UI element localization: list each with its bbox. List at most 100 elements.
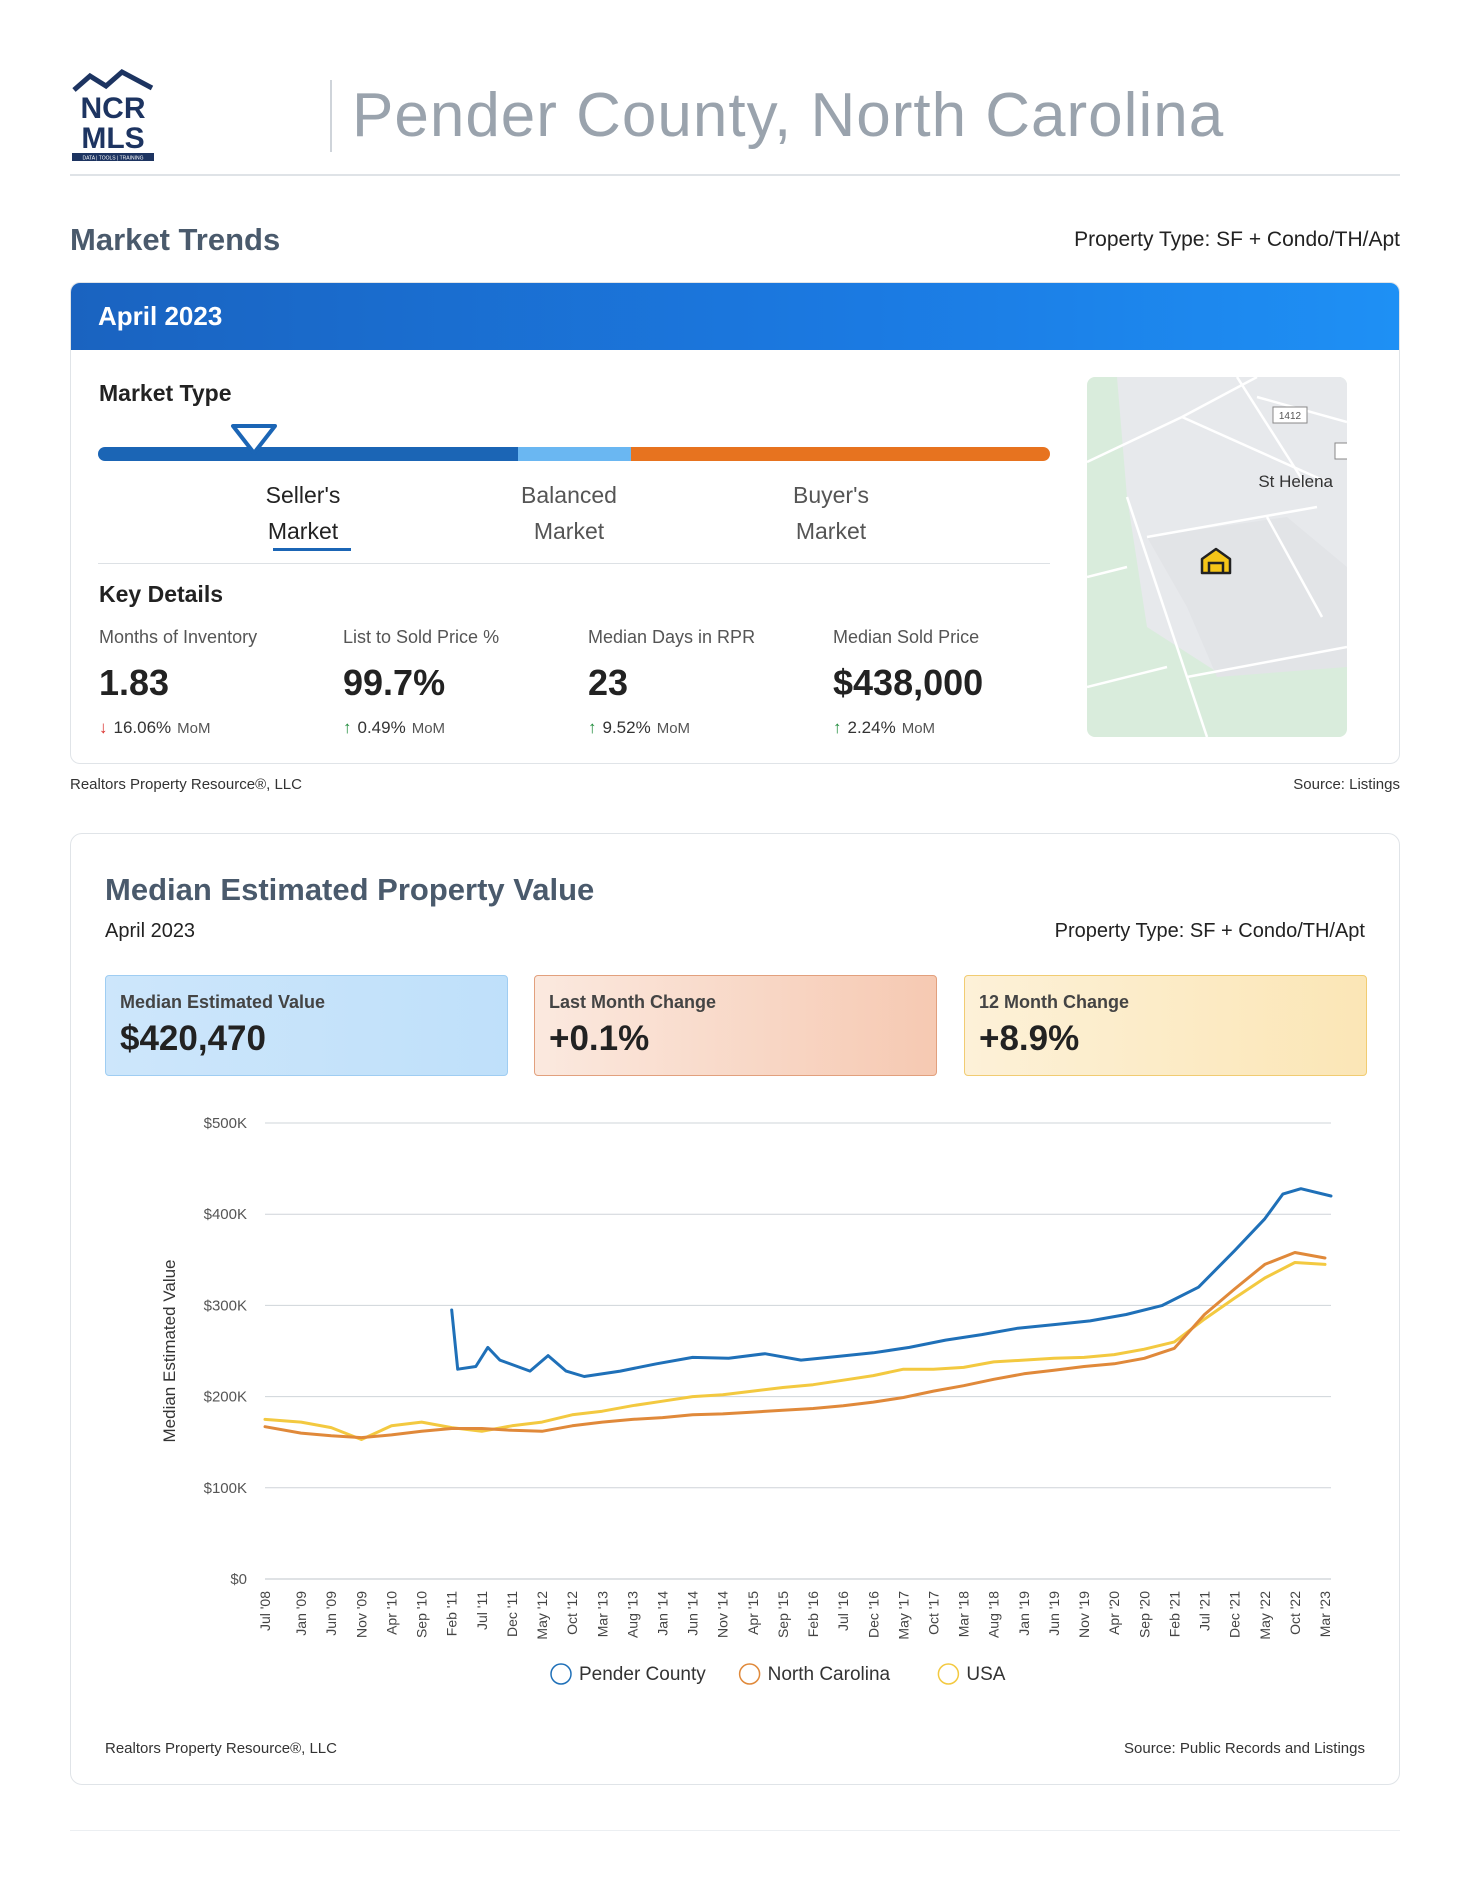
key-detail-months-inventory: Months of Inventory 1.83 ↓ 16.06% MoM xyxy=(99,627,339,738)
page-title: Pender County, North Carolina xyxy=(352,81,1225,150)
market-type-label: Market Type xyxy=(99,380,232,406)
y-tick-label: $400K xyxy=(204,1206,247,1223)
x-tick-label: Mar '23 xyxy=(1317,1591,1333,1637)
legend-marker xyxy=(937,1663,960,1685)
location-map: 1412 St Helena xyxy=(1087,377,1347,737)
key-detail-value: 1.83 xyxy=(99,662,170,703)
scale-label-buyers-line2: Market xyxy=(795,518,867,544)
median-value-property-type: Property Type: SF + Condo/TH/Apt xyxy=(1054,920,1365,942)
market-trends-footer-source: Source: Listings xyxy=(1293,776,1400,793)
key-detail-label: Median Sold Price xyxy=(833,627,980,647)
stat-label: Last Month Change xyxy=(549,992,716,1012)
x-tick-label: Sep '20 xyxy=(1136,1591,1152,1638)
x-tick-label: Apr '10 xyxy=(383,1591,399,1635)
y-tick-label: $300K xyxy=(204,1297,247,1314)
market-trends-footer-credit: Realtors Property Resource®, LLC xyxy=(70,776,302,793)
x-tick-label: Jun '14 xyxy=(685,1591,701,1636)
key-detail-change: ↓ 16.06% MoM xyxy=(99,718,339,738)
y-tick-label: $500K xyxy=(204,1115,247,1132)
market-pointer-icon xyxy=(231,424,277,455)
map-road-label: 1412 xyxy=(1279,411,1302,422)
y-tick-label: $100K xyxy=(204,1480,247,1497)
key-detail-value: 99.7% xyxy=(343,662,446,703)
median-value-footer-source: Source: Public Records and Listings xyxy=(1124,1740,1365,1757)
x-tick-label: Jul '16 xyxy=(835,1591,851,1631)
x-tick-label: Nov '09 xyxy=(353,1591,369,1638)
x-tick-label: Mar '13 xyxy=(594,1591,610,1637)
key-detail-label: Months of Inventory xyxy=(99,627,258,647)
scale-label-sellers-line1: Seller's xyxy=(265,482,341,508)
header-rule xyxy=(70,174,1400,176)
x-tick-label: Nov '14 xyxy=(715,1591,731,1638)
last-month-change-box: Last Month Change +0.1% xyxy=(534,975,937,1076)
market-trends-card: April 2023 Market Type Seller's Market B… xyxy=(70,282,1400,764)
legend-label: USA xyxy=(966,1664,1005,1685)
x-tick-label: Sep '15 xyxy=(775,1591,791,1638)
change-value: 0.49% xyxy=(357,718,406,737)
scale-label-sellers: Seller's Market xyxy=(223,477,383,549)
x-tick-label: Dec '16 xyxy=(865,1591,881,1638)
x-tick-label: Jan '19 xyxy=(1016,1591,1032,1636)
change-unit: MoM xyxy=(901,719,936,737)
x-tick-label: Jan '14 xyxy=(654,1591,670,1636)
scale-label-sellers-line2: Market xyxy=(267,518,339,544)
scale-segment-sellers xyxy=(98,447,518,461)
key-detail-median-sold-price: Median Sold Price $438,000 ↑ 2.24% MoM xyxy=(833,627,1073,738)
legend-label: Pender County xyxy=(579,1664,706,1685)
key-detail-label: List to Sold Price % xyxy=(343,627,500,647)
median-value-date: April 2023 xyxy=(105,920,196,942)
key-detail-median-days: Median Days in RPR 23 ↑ 9.52% MoM xyxy=(588,627,828,738)
arrow-up-icon: ↑ xyxy=(833,718,842,737)
change-unit: MoM xyxy=(177,719,211,737)
median-value-chart: $0 $100K $200K $300K $400K $500K Median Estima… xyxy=(160,1115,1333,1685)
x-tick-label: Jul '11 xyxy=(474,1591,490,1630)
home-marker-icon xyxy=(1200,547,1232,575)
x-tick-label: May '12 xyxy=(534,1591,550,1640)
x-tick-label: Dec '21 xyxy=(1227,1591,1243,1638)
stat-value: +0.1% xyxy=(549,1019,650,1058)
change-unit: MoM xyxy=(656,719,691,737)
month-banner: April 2023 xyxy=(71,283,1399,350)
y-tick-label: $200K xyxy=(204,1389,247,1406)
x-tick-label: Jun '09 xyxy=(323,1591,339,1636)
scale-segment-balanced xyxy=(518,447,631,461)
legend-marker xyxy=(738,1663,761,1685)
map-place-label: St Helena xyxy=(1258,472,1333,491)
selected-market-underline xyxy=(273,548,351,551)
logo-line1: NCR xyxy=(81,92,146,125)
series-line-usa xyxy=(263,1261,1327,1441)
arrow-down-icon: ↓ xyxy=(99,718,108,737)
key-detail-change: ↑ 2.24% MoM xyxy=(833,718,1073,738)
x-tick-label: Oct '12 xyxy=(564,1591,580,1635)
scale-label-buyers-line1: Buyer's xyxy=(793,482,869,508)
key-detail-change: ↑ 0.49% MoM xyxy=(343,718,583,738)
twelve-month-change-box: 12 Month Change +8.9% xyxy=(964,975,1367,1076)
logo-line2: MLS xyxy=(81,122,144,155)
change-value: 2.24% xyxy=(847,718,896,737)
median-value-card: Median Estimated Property Value April 20… xyxy=(70,833,1400,1785)
x-tick-label: Dec '11 xyxy=(504,1591,520,1637)
x-tick-label: Aug '13 xyxy=(624,1591,640,1638)
key-detail-value: $438,000 xyxy=(833,662,984,703)
x-tick-label: May '22 xyxy=(1257,1591,1273,1640)
x-tick-label: Apr '20 xyxy=(1106,1591,1122,1635)
month-banner-label: April 2023 xyxy=(98,301,223,331)
arrow-up-icon: ↑ xyxy=(343,718,352,737)
x-tick-label: May '17 xyxy=(895,1591,911,1640)
change-unit: MoM xyxy=(411,719,446,737)
market-trends-title: Market Trends xyxy=(70,222,281,257)
x-tick-label: Jun '19 xyxy=(1046,1591,1062,1636)
x-tick-label: Sep '10 xyxy=(414,1591,430,1638)
x-tick-label: Feb '21 xyxy=(1166,1591,1182,1637)
stat-value: +8.9% xyxy=(979,1019,1080,1058)
key-detail-label: Median Days in RPR xyxy=(588,627,756,647)
legend-marker xyxy=(550,1663,572,1685)
key-detail-list-to-sold: List to Sold Price % 99.7% ↑ 0.49% MoM xyxy=(343,627,583,738)
scale-label-balanced-line1: Balanced xyxy=(521,482,617,508)
x-tick-label: Oct '17 xyxy=(926,1591,942,1635)
x-tick-label: Mar '18 xyxy=(956,1591,972,1637)
y-tick-label: $0 xyxy=(230,1571,247,1588)
y-axis-label: Median Estimated Value xyxy=(160,1259,179,1442)
market-trends-property-type: Property Type: SF + Condo/TH/Apt xyxy=(1074,228,1400,251)
x-tick-label: Jul '21 xyxy=(1197,1591,1213,1631)
